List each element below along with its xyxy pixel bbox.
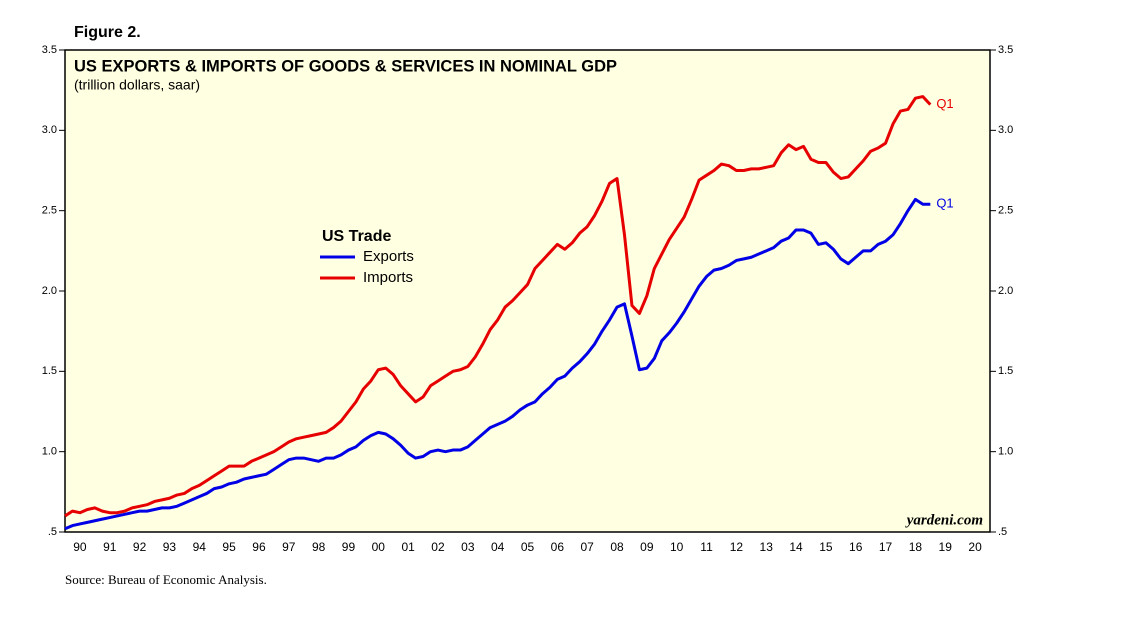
x-tick-label: 06 (551, 540, 565, 554)
x-tick-label: 93 (163, 540, 177, 554)
x-tick-label: 02 (431, 540, 445, 554)
y2-tick-label: 2.0 (998, 285, 1013, 297)
end-label: Q1 (936, 96, 953, 111)
x-tick-label: 09 (640, 540, 654, 554)
x-tick-label: 18 (909, 540, 923, 554)
y2-tick-label: 3.5 (998, 44, 1013, 56)
x-tick-label: 12 (730, 540, 744, 554)
x-tick-label: 04 (491, 540, 505, 554)
y-tick-label: 3.0 (42, 124, 57, 136)
y2-tick-label: 2.5 (998, 205, 1013, 217)
x-tick-label: 00 (372, 540, 386, 554)
x-tick-label: 05 (521, 540, 535, 554)
legend-label: Imports (363, 269, 413, 286)
x-tick-label: 11 (700, 540, 713, 554)
x-tick-label: 14 (789, 540, 803, 554)
end-label: Q1 (936, 196, 953, 211)
x-tick-label: 10 (670, 540, 684, 554)
legend-title: US Trade (322, 228, 391, 245)
source-note: Source: Bureau of Economic Analysis. (65, 572, 267, 587)
chart-subtitle: (trillion dollars, saar) (74, 77, 200, 93)
x-tick-label: 91 (103, 540, 117, 554)
x-tick-label: 13 (760, 540, 774, 554)
x-tick-label: 98 (312, 540, 326, 554)
chart-title: US EXPORTS & IMPORTS OF GOODS & SERVICES… (74, 57, 617, 75)
y-tick-label: 2.5 (42, 205, 57, 217)
series-line (64, 197, 931, 531)
figure-label: Figure 2. (74, 24, 141, 41)
y-tick-label: 1.0 (42, 446, 57, 458)
x-tick-label: 95 (222, 540, 236, 554)
x-tick-label: 90 (73, 540, 87, 554)
x-tick-label: 03 (461, 540, 475, 554)
x-tick-label: 99 (342, 540, 356, 554)
plot-area (64, 49, 991, 533)
y-tick-label: .5 (48, 526, 57, 538)
watermark: yardeni.com (905, 512, 983, 528)
series-line (64, 95, 932, 518)
x-tick-label: 16 (849, 540, 863, 554)
y2-tick-label: 3.0 (998, 124, 1013, 136)
x-tick-label: 92 (133, 540, 147, 554)
x-tick-label: 01 (401, 540, 415, 554)
y2-tick-label: 1.0 (998, 446, 1013, 458)
legend-label: Exports (363, 248, 414, 265)
x-tick-label: 17 (879, 540, 893, 554)
y2-tick-label: 1.5 (998, 365, 1013, 377)
x-tick-label: 20 (968, 540, 982, 554)
x-tick-label: 94 (193, 540, 207, 554)
x-tick-label: 07 (580, 540, 594, 554)
y-tick-label: 3.5 (42, 44, 57, 56)
y2-tick-label: .5 (998, 526, 1007, 538)
y-tick-label: 2.0 (42, 285, 57, 297)
x-tick-label: 97 (282, 540, 296, 554)
x-tick-label: 19 (939, 540, 953, 554)
y-tick-label: 1.5 (42, 365, 57, 377)
x-tick-label: 15 (819, 540, 833, 554)
x-tick-label: 96 (252, 540, 266, 554)
x-tick-label: 08 (610, 540, 624, 554)
